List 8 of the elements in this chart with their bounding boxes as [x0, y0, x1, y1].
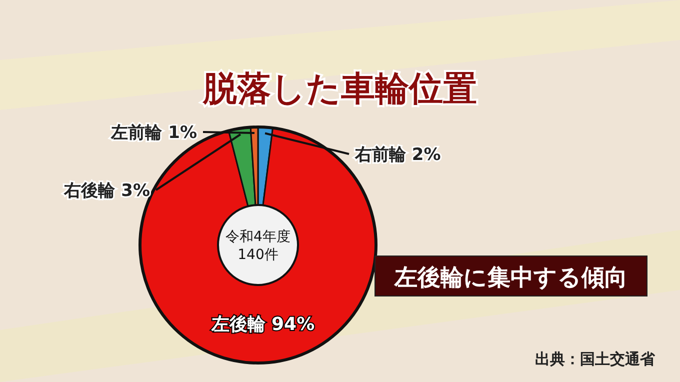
- slice-label: 右後輪 3%: [63, 181, 150, 201]
- source-note: 出典：国土交通省: [535, 350, 656, 368]
- text: 左後輪に集中する傾向: [394, 264, 628, 291]
- slice-label: 左後輪 94%: [210, 314, 315, 335]
- chart-title: 脱落した車輪位置: [202, 69, 477, 109]
- slice-label: 右前輪 2%: [354, 145, 441, 165]
- text: 令和4年度 140件: [226, 229, 290, 263]
- slice-label: 左前輪 1%: [110, 123, 197, 143]
